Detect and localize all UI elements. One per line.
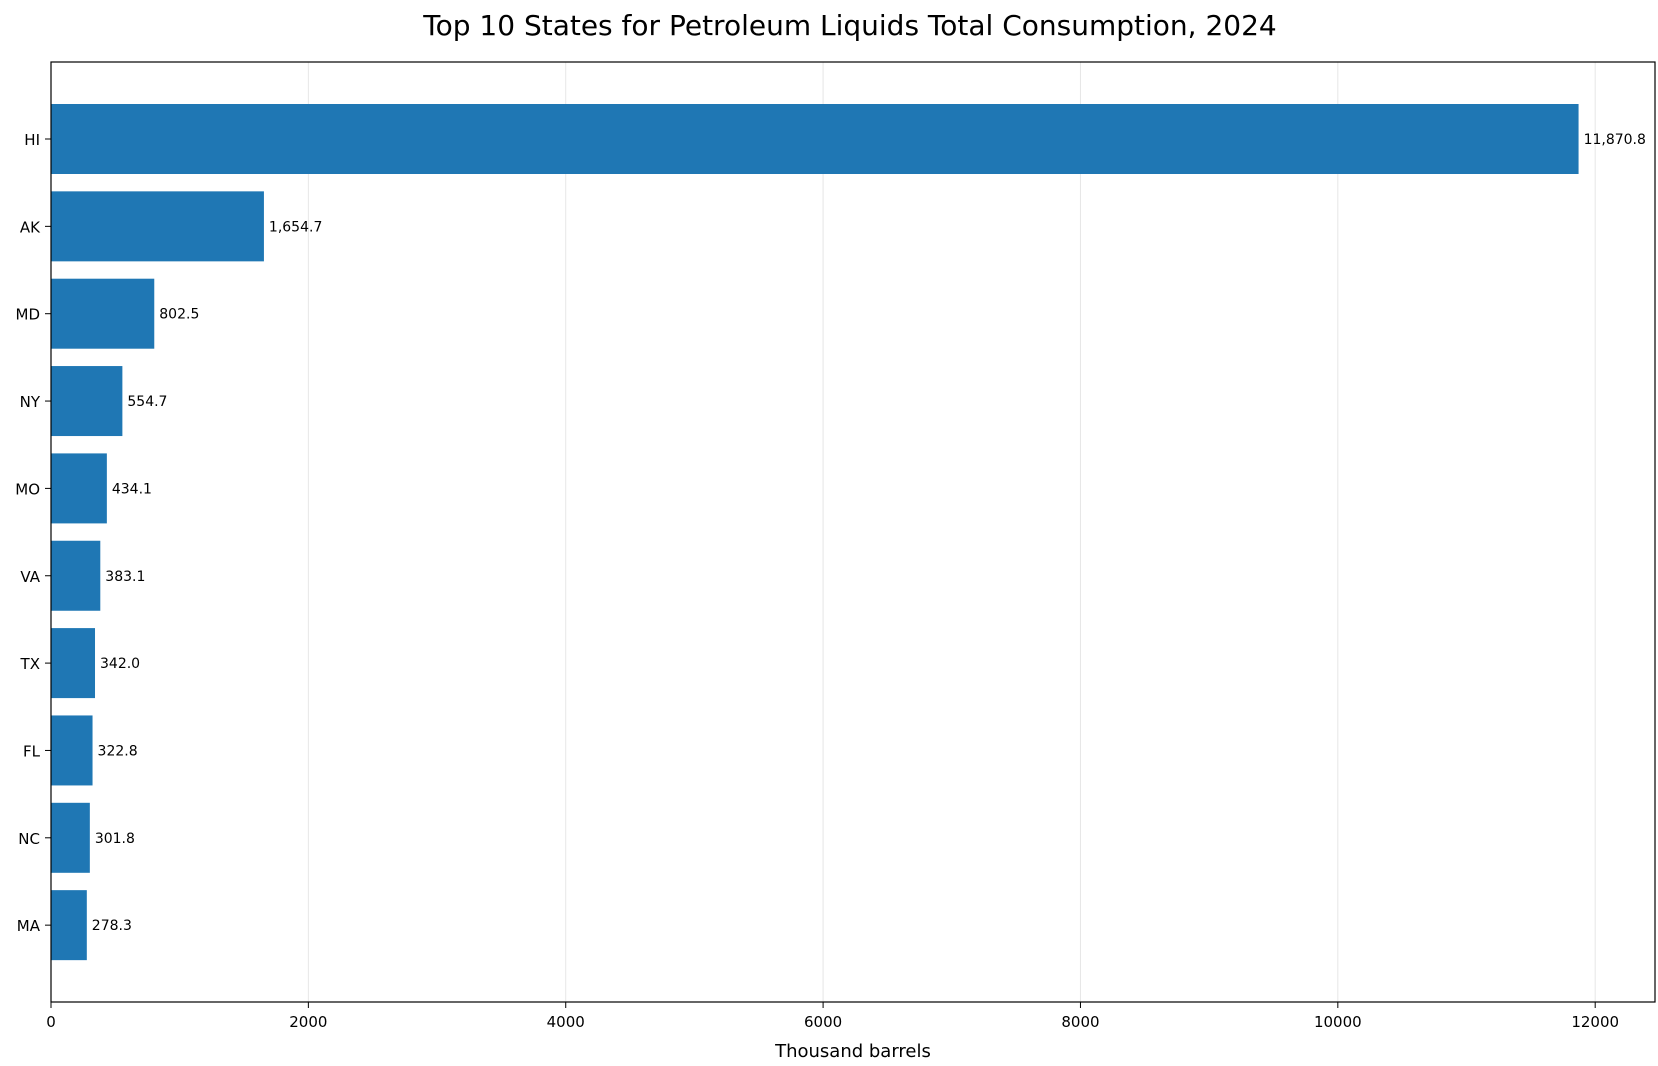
bar-tx [51,628,96,699]
data-label: 434.1 [112,481,152,497]
y-tick-label: NY [20,393,41,411]
grid-layer [307,62,1596,1002]
bar-hi [51,104,1579,174]
bar-layer [51,104,1579,961]
data-label: 342.0 [100,656,140,672]
chart-title: Top 10 States for Petroleum Liquids Tota… [422,9,1276,42]
bar-va [51,540,101,611]
plot-frame [50,61,1656,1003]
data-label: 301.8 [95,831,135,847]
data-label: 383.1 [105,569,145,585]
data-label: 11,870.8 [1584,132,1646,148]
y-tick-label: VA [20,568,40,586]
y-tick-label: NC [18,830,40,848]
data-label: 1,654.7 [269,219,322,235]
y-tick-label: MO [15,480,40,498]
x-axis-ticks: 0 2000 4000 6000 8000 10000 12000 [46,1002,1619,1031]
bar-md [51,278,155,349]
bar-nc [51,802,90,873]
y-tick-label: AK [20,218,41,236]
data-label-layer: 11,870.8 1,654.7 802.5 554.7 434.1 383.1 342.0… [92,132,1646,934]
data-label: 278.3 [92,918,132,934]
data-label: 802.5 [159,307,199,323]
bar-mo [51,453,107,524]
data-label: 554.7 [127,394,167,410]
bar-fl [51,715,93,786]
x-tick-label: 10000 [1314,1013,1362,1031]
x-tick-label: 4000 [547,1013,585,1031]
bar-ny [51,366,123,437]
x-tick-label: 2000 [289,1013,327,1031]
data-label: 322.8 [98,743,138,759]
x-tick-label: 12000 [1571,1013,1619,1031]
bar-ak [51,191,264,262]
x-axis-label: Thousand barrels [774,1041,931,1062]
y-tick-label: TX [20,655,40,673]
y-tick-label: MA [17,917,41,935]
bar-ma [51,890,87,961]
x-tick-label: 8000 [1061,1013,1099,1031]
y-tick-label: MD [16,306,41,324]
x-tick-label: 6000 [804,1013,842,1031]
y-axis-ticks: HI AK MD NY MO VA TX FL NC MA [15,131,51,935]
x-tick-label: 0 [46,1013,56,1031]
y-tick-label: FL [23,742,41,760]
y-tick-label: HI [24,131,40,149]
